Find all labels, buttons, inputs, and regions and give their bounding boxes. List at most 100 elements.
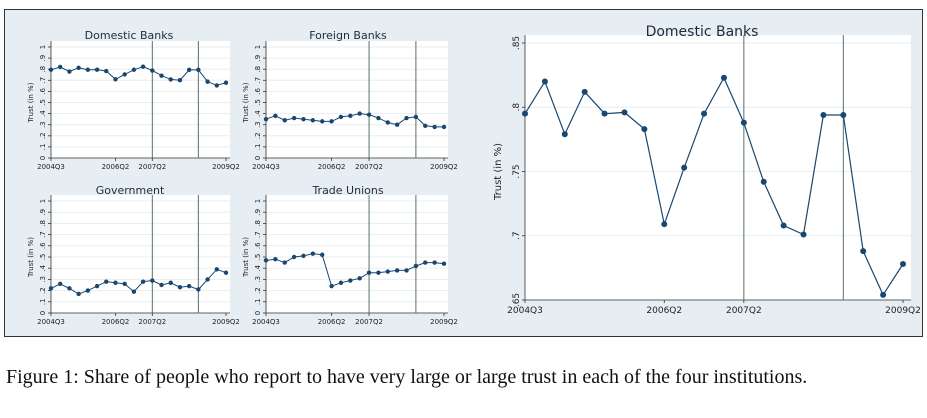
data-point — [301, 253, 306, 259]
data-point — [196, 287, 201, 292]
y-tick-label: .7 — [254, 77, 262, 84]
data-point — [740, 119, 747, 126]
x-tick-label: 2004Q3 — [252, 318, 280, 326]
plot-area — [51, 41, 230, 158]
data-point — [320, 119, 325, 124]
data-point — [214, 267, 219, 272]
data-point — [522, 110, 528, 117]
data-point — [394, 268, 400, 273]
data-point — [282, 260, 287, 265]
y-tick-label: .7 — [39, 231, 47, 238]
data-point — [404, 115, 409, 121]
data-point — [366, 112, 372, 117]
x-tick-label: 2009Q2 — [430, 318, 458, 326]
data-point — [357, 111, 362, 116]
y-tick-label: .8 — [39, 220, 47, 227]
y-tick-label: .8 — [254, 66, 262, 73]
y-tick-label: .2 — [39, 132, 47, 139]
data-point — [720, 74, 727, 81]
data-point — [104, 279, 109, 284]
chart-title: Domestic Banks — [85, 29, 174, 42]
data-point — [177, 285, 183, 290]
y-tick-label: .75 — [512, 164, 522, 178]
figure-caption: Figure 1: Share of people who report to … — [6, 366, 808, 388]
y-tick-label: .8 — [254, 220, 262, 227]
chart-title: Trade Unions — [311, 184, 383, 197]
y-tick-label: .9 — [39, 55, 47, 62]
x-tick-label: 2006Q2 — [102, 318, 130, 326]
data-point — [85, 67, 91, 72]
x-tick-label: 2006Q2 — [102, 163, 130, 171]
data-point — [131, 67, 137, 72]
data-point — [159, 282, 164, 288]
x-tick-label: 2007Q2 — [355, 163, 383, 171]
plot-area — [266, 41, 448, 158]
data-point — [301, 116, 306, 122]
data-point — [820, 111, 827, 118]
data-point — [159, 73, 164, 78]
data-point — [413, 263, 419, 269]
chart-4: 0 .1 .2 .3 .4 .5 .6 .7 .8 .9 1 2004Q3 2006Q2 2007Q2 20… — [242, 184, 458, 326]
data-point — [423, 123, 428, 129]
y-tick-label: .1 — [39, 298, 47, 305]
data-point — [177, 77, 183, 83]
y-tick-label: .1 — [254, 298, 262, 305]
data-point — [48, 286, 54, 291]
data-point — [94, 67, 100, 72]
x-tick-label: 2004Q3 — [37, 163, 65, 171]
y-tick-label: .85 — [512, 36, 522, 50]
data-point — [150, 278, 155, 283]
x-tick-label: 2004Q3 — [252, 163, 280, 171]
y-tick-label: .7 — [254, 231, 262, 238]
data-point — [432, 260, 437, 265]
data-point — [581, 88, 588, 95]
data-point — [76, 65, 81, 71]
figure-frame: 0 .1 .2 .3 .4 .5 .6 .7 .8 .9 1 2004Q3 2006Q2 2007Q2 20… — [4, 9, 923, 337]
data-point — [541, 78, 548, 85]
data-point — [394, 122, 400, 127]
y-tick-label: 0 — [254, 156, 262, 160]
data-point — [413, 114, 419, 120]
data-point — [701, 110, 708, 117]
data-point — [840, 111, 847, 118]
data-point — [441, 261, 447, 266]
y-tick-label: .3 — [39, 121, 47, 128]
data-point — [67, 69, 72, 74]
y-tick-label: .2 — [39, 287, 47, 294]
data-point — [48, 67, 54, 72]
data-point — [404, 268, 409, 273]
y-tick-label: 1 — [254, 45, 262, 49]
data-point — [376, 115, 381, 121]
data-point — [601, 110, 608, 117]
y-tick-label: .1 — [39, 144, 47, 151]
y-tick-label: .9 — [39, 209, 47, 216]
data-point — [641, 126, 648, 133]
x-tick-label: 2004Q3 — [507, 306, 543, 316]
y-axis-label: Trust (in %) — [242, 82, 250, 123]
y-tick-label: .3 — [39, 276, 47, 283]
data-point — [661, 221, 668, 228]
data-point — [140, 279, 146, 284]
y-tick-label: .6 — [254, 242, 262, 249]
plot-area — [525, 35, 911, 300]
chart-1: 0 .1 .2 .3 .4 .5 .6 .7 .8 .9 1 2004Q3 2006Q2 2007Q2 20… — [27, 29, 240, 171]
data-point — [376, 270, 381, 275]
data-point — [561, 131, 568, 138]
data-point — [113, 77, 118, 82]
y-tick-label: 1 — [39, 45, 47, 49]
data-point — [800, 231, 807, 238]
y-axis-label: Trust (in %) — [27, 237, 35, 278]
x-tick-label: 2006Q2 — [646, 306, 682, 316]
data-point — [900, 261, 906, 268]
y-tick-label: .4 — [254, 110, 262, 117]
chart-title: Domestic Banks — [646, 24, 759, 40]
y-tick-label: .1 — [254, 144, 262, 151]
data-point — [263, 258, 269, 263]
y-tick-label: .4 — [254, 264, 262, 271]
data-point — [329, 283, 334, 289]
data-point — [320, 252, 325, 257]
data-point — [122, 281, 127, 287]
data-point — [104, 68, 109, 74]
y-tick-label: .6 — [39, 242, 47, 249]
data-point — [348, 113, 353, 119]
